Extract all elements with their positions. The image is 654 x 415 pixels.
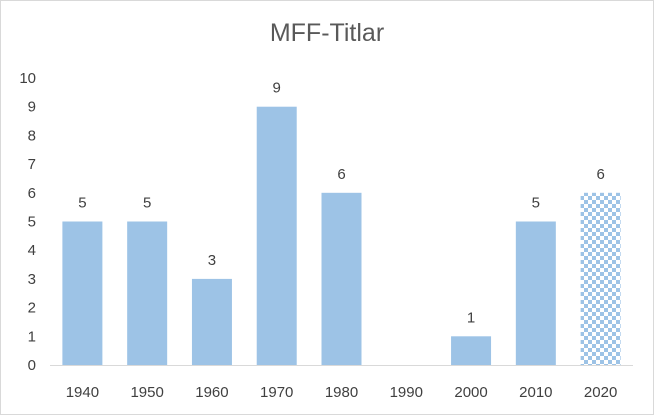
x-tick-label: 1970: [260, 384, 293, 401]
y-tick-label: 2: [28, 300, 36, 317]
bar-1980: [321, 192, 362, 365]
x-axis-ticks: 1940 1950 1960 1970 1980 1990 2000 2010 2020: [66, 384, 618, 401]
y-tick-label: 0: [28, 357, 36, 374]
bar-2020: [580, 192, 621, 365]
y-axis-ticks: 0 1 2 3 4 5 6 7 8 9 10: [19, 70, 36, 374]
y-tick-label: 6: [28, 185, 36, 202]
bar-2010: [515, 221, 556, 365]
x-tick-label: 2010: [519, 384, 552, 401]
y-tick-label: 5: [28, 214, 36, 231]
data-label-1960: 3: [208, 252, 216, 269]
chart-title: MFF-Titlar: [269, 19, 385, 47]
y-tick-label: 3: [28, 271, 36, 288]
data-label-2000: 1: [467, 309, 475, 326]
data-label-2010: 5: [532, 195, 540, 212]
bar-1970: [256, 106, 297, 365]
x-tick-label: 1950: [130, 384, 163, 401]
bar-1950: [127, 221, 168, 365]
data-label-1950: 5: [143, 195, 151, 212]
data-label-1970: 9: [273, 80, 281, 97]
x-tick-label: 1990: [390, 384, 423, 401]
y-tick-label: 1: [28, 328, 36, 345]
data-label-1980: 6: [337, 166, 345, 183]
data-label-2020: 6: [596, 166, 604, 183]
y-tick-label: 8: [28, 127, 36, 144]
bar-2000: [451, 336, 492, 365]
x-tick-label: 1980: [325, 384, 358, 401]
y-tick-label: 10: [19, 70, 36, 87]
x-tick-label: 2000: [454, 384, 487, 401]
bars: [62, 106, 621, 365]
y-tick-label: 9: [28, 99, 36, 116]
x-tick-label: 1960: [195, 384, 228, 401]
x-tick-label: 2020: [584, 384, 617, 401]
bar-1940: [62, 221, 103, 365]
data-labels: 5 5 3 9 6 1 5 6: [78, 80, 605, 327]
x-tick-label: 1940: [66, 384, 99, 401]
y-tick-label: 7: [28, 156, 36, 173]
y-tick-label: 4: [28, 242, 36, 259]
data-label-1940: 5: [78, 195, 86, 212]
bar-1960: [191, 278, 232, 365]
